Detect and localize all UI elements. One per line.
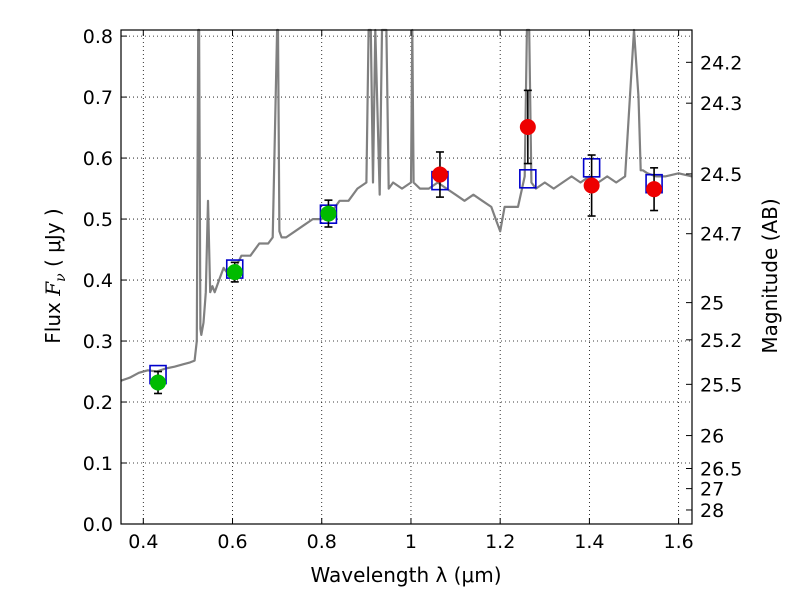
- green-data-point: [226, 264, 243, 281]
- magnitude-tick-label: 25.2: [700, 330, 742, 352]
- green-data-point: [150, 374, 167, 391]
- x-tick-label: 0.4: [128, 531, 158, 553]
- magnitude-tick-label: 26: [700, 426, 724, 448]
- magnitude-tick-label: 25: [700, 293, 724, 315]
- red-data-point: [519, 118, 536, 135]
- red-data-point: [583, 177, 600, 194]
- x-tick-label: 1.2: [485, 531, 515, 553]
- y-axis-title-left: Flux Fν ( μJy ): [41, 208, 69, 343]
- axis-ticks: [121, 30, 692, 525]
- y-tick-label: 0.3: [83, 331, 113, 353]
- red-data-point: [646, 181, 663, 198]
- x-tick-label: 1: [405, 531, 417, 553]
- x-tick-label: 1.4: [574, 531, 604, 553]
- x-tick-labels: 0.4 0.6 0.8 1 1.2 1.4 1.6: [128, 531, 694, 553]
- model-square-point: [519, 169, 537, 189]
- y-tick-label: 0.2: [83, 392, 113, 414]
- y-tick-label: 0.6: [83, 148, 113, 170]
- y-axis-title-right: Magnitude (AB): [758, 198, 782, 353]
- magnitude-tick-label: 24.5: [700, 164, 742, 186]
- x-tick-label: 1.6: [664, 531, 694, 553]
- y-tick-label: 0.0: [83, 514, 113, 536]
- red-data-point: [431, 166, 448, 183]
- y-tick-labels: 0.0 0.1 0.2 0.3 0.4 0.5 0.6 0.7 0.8: [83, 26, 113, 536]
- x-tick-label: 0.6: [217, 531, 247, 553]
- plot-frame: [120, 29, 693, 525]
- spectrum-line: [120, 28, 693, 382]
- x-axis-title: Wavelength λ (μm): [310, 563, 501, 587]
- model-spectrum: [120, 28, 693, 382]
- magnitude-tick-label: 24.2: [700, 52, 742, 74]
- y-tick-label: 0.1: [83, 453, 113, 475]
- y-tick-label: 0.5: [83, 209, 113, 231]
- magnitude-tick-label: 25.5: [700, 374, 742, 396]
- magnitude-tick-label: 26.5: [700, 459, 742, 481]
- y-tick-label: 0.7: [83, 87, 113, 109]
- magnitude-tick-label: 27: [700, 479, 724, 501]
- y-tick-label: 0.8: [83, 26, 113, 48]
- green-data-point: [320, 205, 337, 222]
- y-tick-label: 0.4: [83, 270, 113, 292]
- photometry-points: [149, 89, 663, 395]
- magnitude-tick-label: 24.7: [700, 224, 742, 246]
- magnitude-tick-label: 28: [700, 500, 724, 522]
- x-tick-label: 0.8: [307, 531, 337, 553]
- magnitude-tick-label: 24.3: [700, 93, 742, 115]
